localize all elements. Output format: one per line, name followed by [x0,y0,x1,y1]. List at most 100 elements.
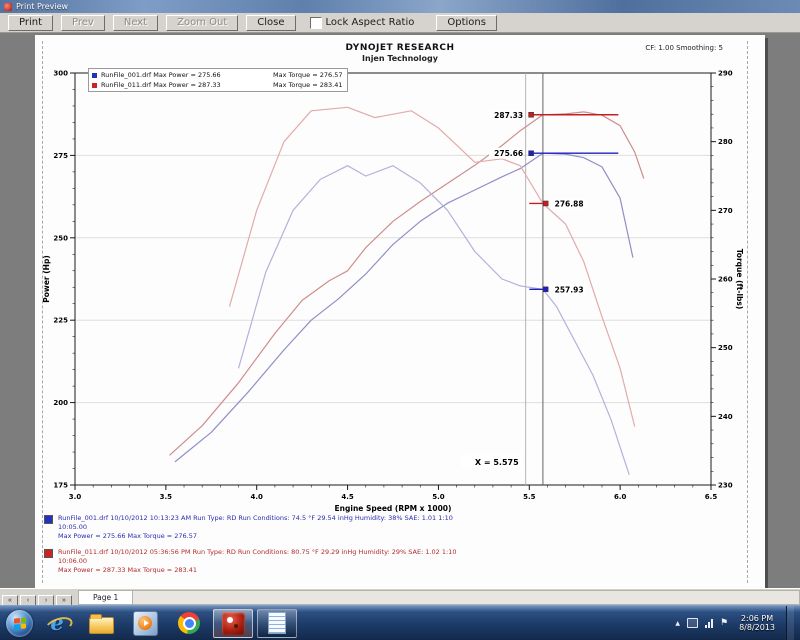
report-page: DYNOJET RESEARCH Injen Technology CF: 1.… [35,35,765,589]
report-company: DYNOJET RESEARCH [345,43,455,53]
svg-text:Engine Speed (RPM x 1000): Engine Speed (RPM x 1000) [335,504,452,513]
svg-text:230: 230 [718,482,733,490]
lock-aspect-label: Lock Aspect Ratio [325,17,415,28]
svg-text:3.0: 3.0 [69,493,82,501]
svg-text:5.0: 5.0 [432,493,445,501]
page-nav-buttons: «‹ ›» [0,587,72,607]
zoom-out-button[interactable]: Zoom Out [166,14,239,31]
run-info-line: 10:06.00 [58,557,88,565]
taskbar-item-internet-explorer[interactable]: e [37,609,77,638]
svg-text:5.5: 5.5 [523,493,536,501]
run-info-line: RunFile_011.drf 10/10/2012 05:36:56 PM R… [58,548,457,556]
taskbar-item-media-player[interactable] [125,609,165,638]
print-button[interactable]: Print [8,14,54,31]
svg-text:260: 260 [718,276,733,284]
print-margin-left [42,41,43,583]
internet-explorer-icon: e [43,611,75,637]
page-nav-1[interactable]: ‹ [20,595,36,607]
window-title: Print Preview [16,2,69,11]
svg-text:X = 5.575: X = 5.575 [475,458,519,467]
svg-text:250: 250 [53,234,68,242]
toolbar: Print Prev Next Zoom Out Close Lock Aspe… [0,13,800,33]
run-info-line: RunFile_001.drf 10/10/2012 10:13:23 AM R… [58,514,453,522]
svg-text:Torque (ft-lbs): Torque (ft-lbs) [735,249,744,310]
action-center-icon[interactable]: ⚑ [719,617,729,628]
run-info-line: Max Power = 275.66 Max Torque = 276.57 [58,532,198,540]
chrome-icon [178,612,200,634]
run-info-blue: RunFile_001.drf 10/10/2012 10:13:23 AM R… [44,514,744,541]
close-button[interactable]: Close [246,14,296,31]
svg-text:6.0: 6.0 [614,493,627,501]
svg-text:200: 200 [53,399,68,407]
legend-swatch-red [92,82,97,88]
tray-expand-icon[interactable]: ▲ [675,619,680,627]
legend-row: RunFile_001.drf Max Power = 275.66 Max T… [92,71,342,79]
legend-swatch-blue [92,72,97,78]
options-button[interactable]: Options [436,14,497,31]
taskbar-item-chrome[interactable] [169,609,209,638]
svg-text:4.0: 4.0 [251,493,264,501]
svg-text:6.5: 6.5 [705,493,718,501]
taskbar-item-document-app[interactable] [257,608,297,638]
clock-time: 2:06 PM [740,614,774,623]
lock-aspect-checkbox[interactable] [309,16,322,29]
device-icon[interactable] [686,618,698,628]
svg-text:4.5: 4.5 [341,493,354,501]
preview-workspace: DYNOJET RESEARCH Injen Technology CF: 1.… [0,33,800,589]
taskbar-clock[interactable]: 2:06 PM 8/8/2013 [735,614,779,632]
svg-text:257.93: 257.93 [555,285,584,294]
media-player-icon [132,610,158,636]
svg-text:175: 175 [53,482,68,490]
app-icon [4,2,12,11]
run-info-line: Max Power = 287.33 Max Torque = 283.41 [58,566,198,574]
taskbar-item-file-explorer[interactable] [81,609,121,638]
document-icon [268,612,286,634]
print-margin-right [747,41,748,583]
svg-text:270: 270 [718,207,733,215]
svg-text:275.66: 275.66 [494,149,523,158]
page-nav-2[interactable]: › [38,595,54,607]
taskbar: e ▲ ⚑ 2:06 PM 8/8/2013 [0,605,800,640]
lock-aspect-control: Lock Aspect Ratio [309,16,415,29]
svg-text:Power (Hp): Power (Hp) [42,255,51,302]
dyno-chart: 3.0 3.5 4.0 4.5 5.0 5.5 6.0 6.5 175 200 225 250 275 3… [42,70,744,514]
window-titlebar: Print Preview [0,0,800,13]
run-details: RunFile_001.drf 10/10/2012 10:13:23 AM R… [44,514,744,582]
svg-text:290: 290 [718,70,733,78]
clock-date: 8/8/2013 [739,623,775,632]
legend-text: Max Torque = 283.41 [273,81,343,89]
folder-icon [88,613,114,634]
run-info-red: RunFile_011.drf 10/10/2012 05:36:56 PM R… [44,548,744,575]
correction-smoothing-note: CF: 1.00 Smoothing: 5 [645,44,723,52]
svg-text:280: 280 [718,138,733,146]
start-button[interactable] [6,609,33,637]
windows-flag-icon [13,616,26,630]
run-info-line: 10:05.00 [58,523,88,531]
svg-text:276.88: 276.88 [555,199,584,208]
dyno-app-icon [221,611,245,635]
legend-text: RunFile_011.drf Max Power = 287.33 [101,81,221,89]
svg-text:240: 240 [718,413,733,421]
page-tabstrip: Page 1 [78,589,800,605]
svg-text:3.5: 3.5 [160,493,173,501]
run-swatch-blue [44,515,53,524]
svg-text:250: 250 [718,344,733,352]
show-desktop-button[interactable] [786,605,794,640]
network-icon[interactable] [704,618,713,628]
legend-row: RunFile_011.drf Max Power = 287.33 Max T… [92,81,342,89]
legend-text: Max Torque = 276.57 [273,71,343,79]
next-page-button[interactable]: Next [112,14,159,31]
report-subtitle: Injen Technology [362,54,438,63]
svg-text:225: 225 [53,317,68,325]
svg-text:287.33: 287.33 [494,111,523,120]
system-tray: ▲ ⚑ 2:06 PM 8/8/2013 [675,605,800,640]
taskbar-item-dyno-app[interactable] [213,608,253,638]
legend-text: RunFile_001.drf Max Power = 275.66 [101,71,221,79]
svg-text:300: 300 [53,70,68,78]
page-tab[interactable]: Page 1 [79,590,134,604]
chart-legend: RunFile_001.drf Max Power = 275.66 Max T… [88,68,349,92]
run-swatch-red [44,549,53,558]
statusbar: «‹ ›» Page 1 [0,587,800,607]
prev-page-button[interactable]: Prev [61,14,105,31]
